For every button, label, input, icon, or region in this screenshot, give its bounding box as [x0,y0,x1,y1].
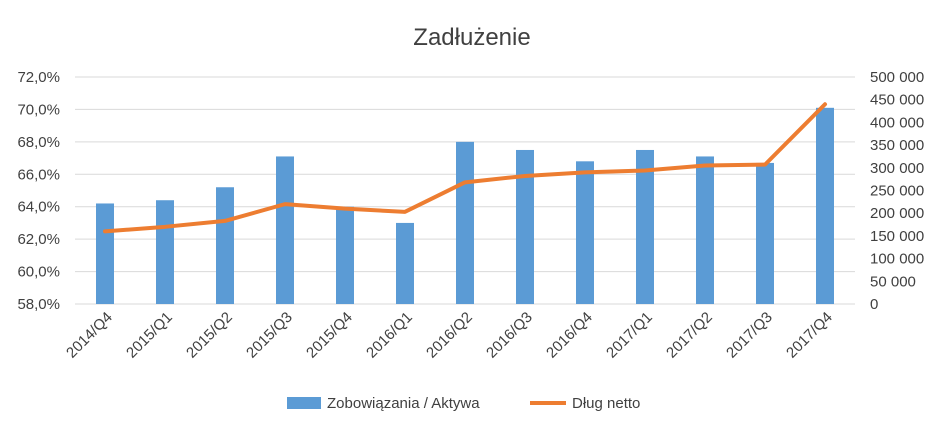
right-axis-ticks: 0 50 000 100 000 150 000 200 000 250 000 300 0… [870,69,924,313]
x-tick-label: 2015/Q4 [303,309,356,362]
left-tick-label: 66,0% [17,166,60,183]
bar [396,222,414,304]
left-tick-label: 72,0% [17,69,60,86]
legend-label-bar: Zobowiązania / Aktywa [327,395,480,412]
left-tick-label: 60,0% [17,264,60,281]
left-tick-label: 64,0% [17,199,60,216]
left-tick-label: 70,0% [17,101,60,118]
bar [276,156,294,304]
chart-title: Zadłużenie [413,24,530,51]
legend: Zobowiązania / Aktywa Dług netto [287,395,640,412]
bar [636,149,654,304]
x-axis-ticks: 2014/Q4 2015/Q1 2015/Q2 2015/Q3 2015/Q4 2016/… [63,309,836,362]
line-series [103,102,827,234]
x-tick-label: 2017/Q2 [663,309,716,362]
left-tick-label: 62,0% [17,231,60,248]
bar [96,203,114,304]
right-tick-label: 300 000 [870,160,924,177]
bar [456,141,474,304]
x-tick-label: 2015/Q2 [183,309,236,362]
x-tick-label: 2017/Q3 [723,309,776,362]
bar [816,107,834,304]
right-tick-label: 50 000 [870,273,916,290]
bar [516,149,534,304]
right-tick-label: 0 [870,296,878,313]
bar [576,161,594,304]
right-tick-label: 350 000 [870,137,924,154]
bar [216,187,234,304]
left-axis-ticks: 58,0% 60,0% 62,0% 64,0% 66,0% 68,0% 70,0% 72,0% [17,69,60,313]
right-tick-label: 200 000 [870,205,924,222]
x-tick-label: 2017/Q4 [783,309,836,362]
x-tick-label: 2017/Q1 [603,309,656,362]
legend-swatch-bar [287,397,321,409]
bar-series [96,107,834,304]
bar [696,156,714,304]
right-tick-label: 450 000 [870,92,924,109]
x-tick-label: 2014/Q4 [63,309,116,362]
left-tick-label: 68,0% [17,134,60,151]
x-tick-label: 2015/Q1 [123,309,176,362]
right-tick-label: 150 000 [870,228,924,245]
bar [756,162,774,304]
bar [336,206,354,304]
line-series-path [103,102,827,234]
right-tick-label: 250 000 [870,183,924,200]
right-tick-label: 100 000 [870,251,924,268]
bar [156,200,174,304]
x-tick-label: 2016/Q2 [423,309,476,362]
x-tick-label: 2016/Q4 [543,309,596,362]
right-tick-label: 500 000 [870,69,924,86]
x-tick-label: 2016/Q1 [363,309,416,362]
right-tick-label: 400 000 [870,114,924,131]
x-tick-label: 2016/Q3 [483,309,536,362]
x-tick-label: 2015/Q3 [243,309,296,362]
legend-label-line: Dług netto [572,395,640,412]
left-tick-label: 58,0% [17,296,60,313]
